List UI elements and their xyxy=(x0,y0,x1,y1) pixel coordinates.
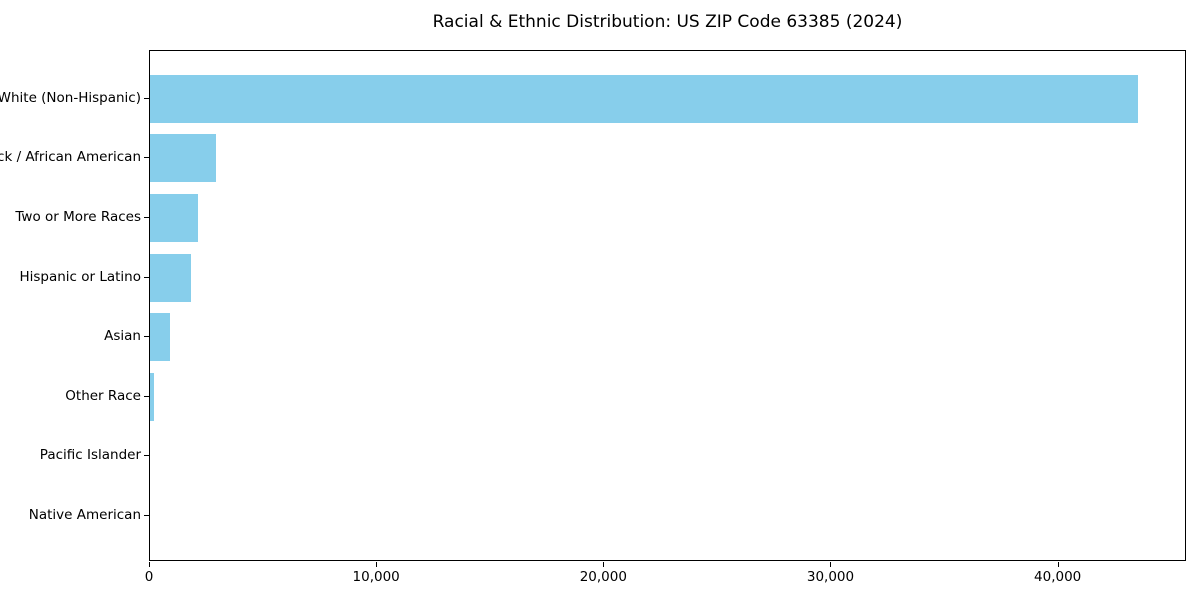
y-tick-mark xyxy=(144,395,149,397)
x-tick-label: 30,000 xyxy=(806,569,855,585)
y-tick-mark xyxy=(144,157,149,159)
y-tick-label: Other Race xyxy=(65,387,141,404)
y-tick-mark xyxy=(144,514,149,516)
y-tick-mark xyxy=(144,336,149,338)
bar-two-or-more-races xyxy=(150,193,198,242)
plot-area xyxy=(149,50,1186,561)
y-tick-mark xyxy=(144,455,149,457)
y-tick-mark xyxy=(144,216,149,218)
x-tick-label: 20,000 xyxy=(579,569,627,585)
y-tick-mark xyxy=(144,276,149,278)
bar-other-race xyxy=(150,372,155,421)
chart-title: Racial & Ethnic Distribution: US ZIP Cod… xyxy=(432,12,903,32)
x-tick-label: 10,000 xyxy=(352,569,400,585)
y-tick-label: Pacific Islander xyxy=(39,447,141,464)
x-tick-label: 0 xyxy=(144,569,154,585)
y-tick-label: Two or More Races xyxy=(15,208,141,225)
bar-black-african-american xyxy=(150,134,216,183)
bar-white-non-hispanic xyxy=(150,74,1139,123)
y-tick-label: Black / African American xyxy=(0,149,141,166)
x-tick-label: 40,000 xyxy=(1034,569,1082,585)
bar-hispanic-or-latino xyxy=(150,253,191,302)
y-tick-label: White (Non-Hispanic) xyxy=(0,89,141,106)
y-tick-label: Asian xyxy=(104,328,141,345)
x-tick-mark xyxy=(603,562,605,567)
x-tick-mark xyxy=(1057,562,1059,567)
x-tick-mark xyxy=(149,562,150,567)
bar-asian xyxy=(150,313,171,362)
y-tick-label: Hispanic or Latino xyxy=(19,268,141,285)
x-tick-mark xyxy=(830,562,832,567)
y-tick-label: Native American xyxy=(28,506,141,523)
x-tick-mark xyxy=(376,562,378,567)
y-tick-mark xyxy=(144,97,149,99)
